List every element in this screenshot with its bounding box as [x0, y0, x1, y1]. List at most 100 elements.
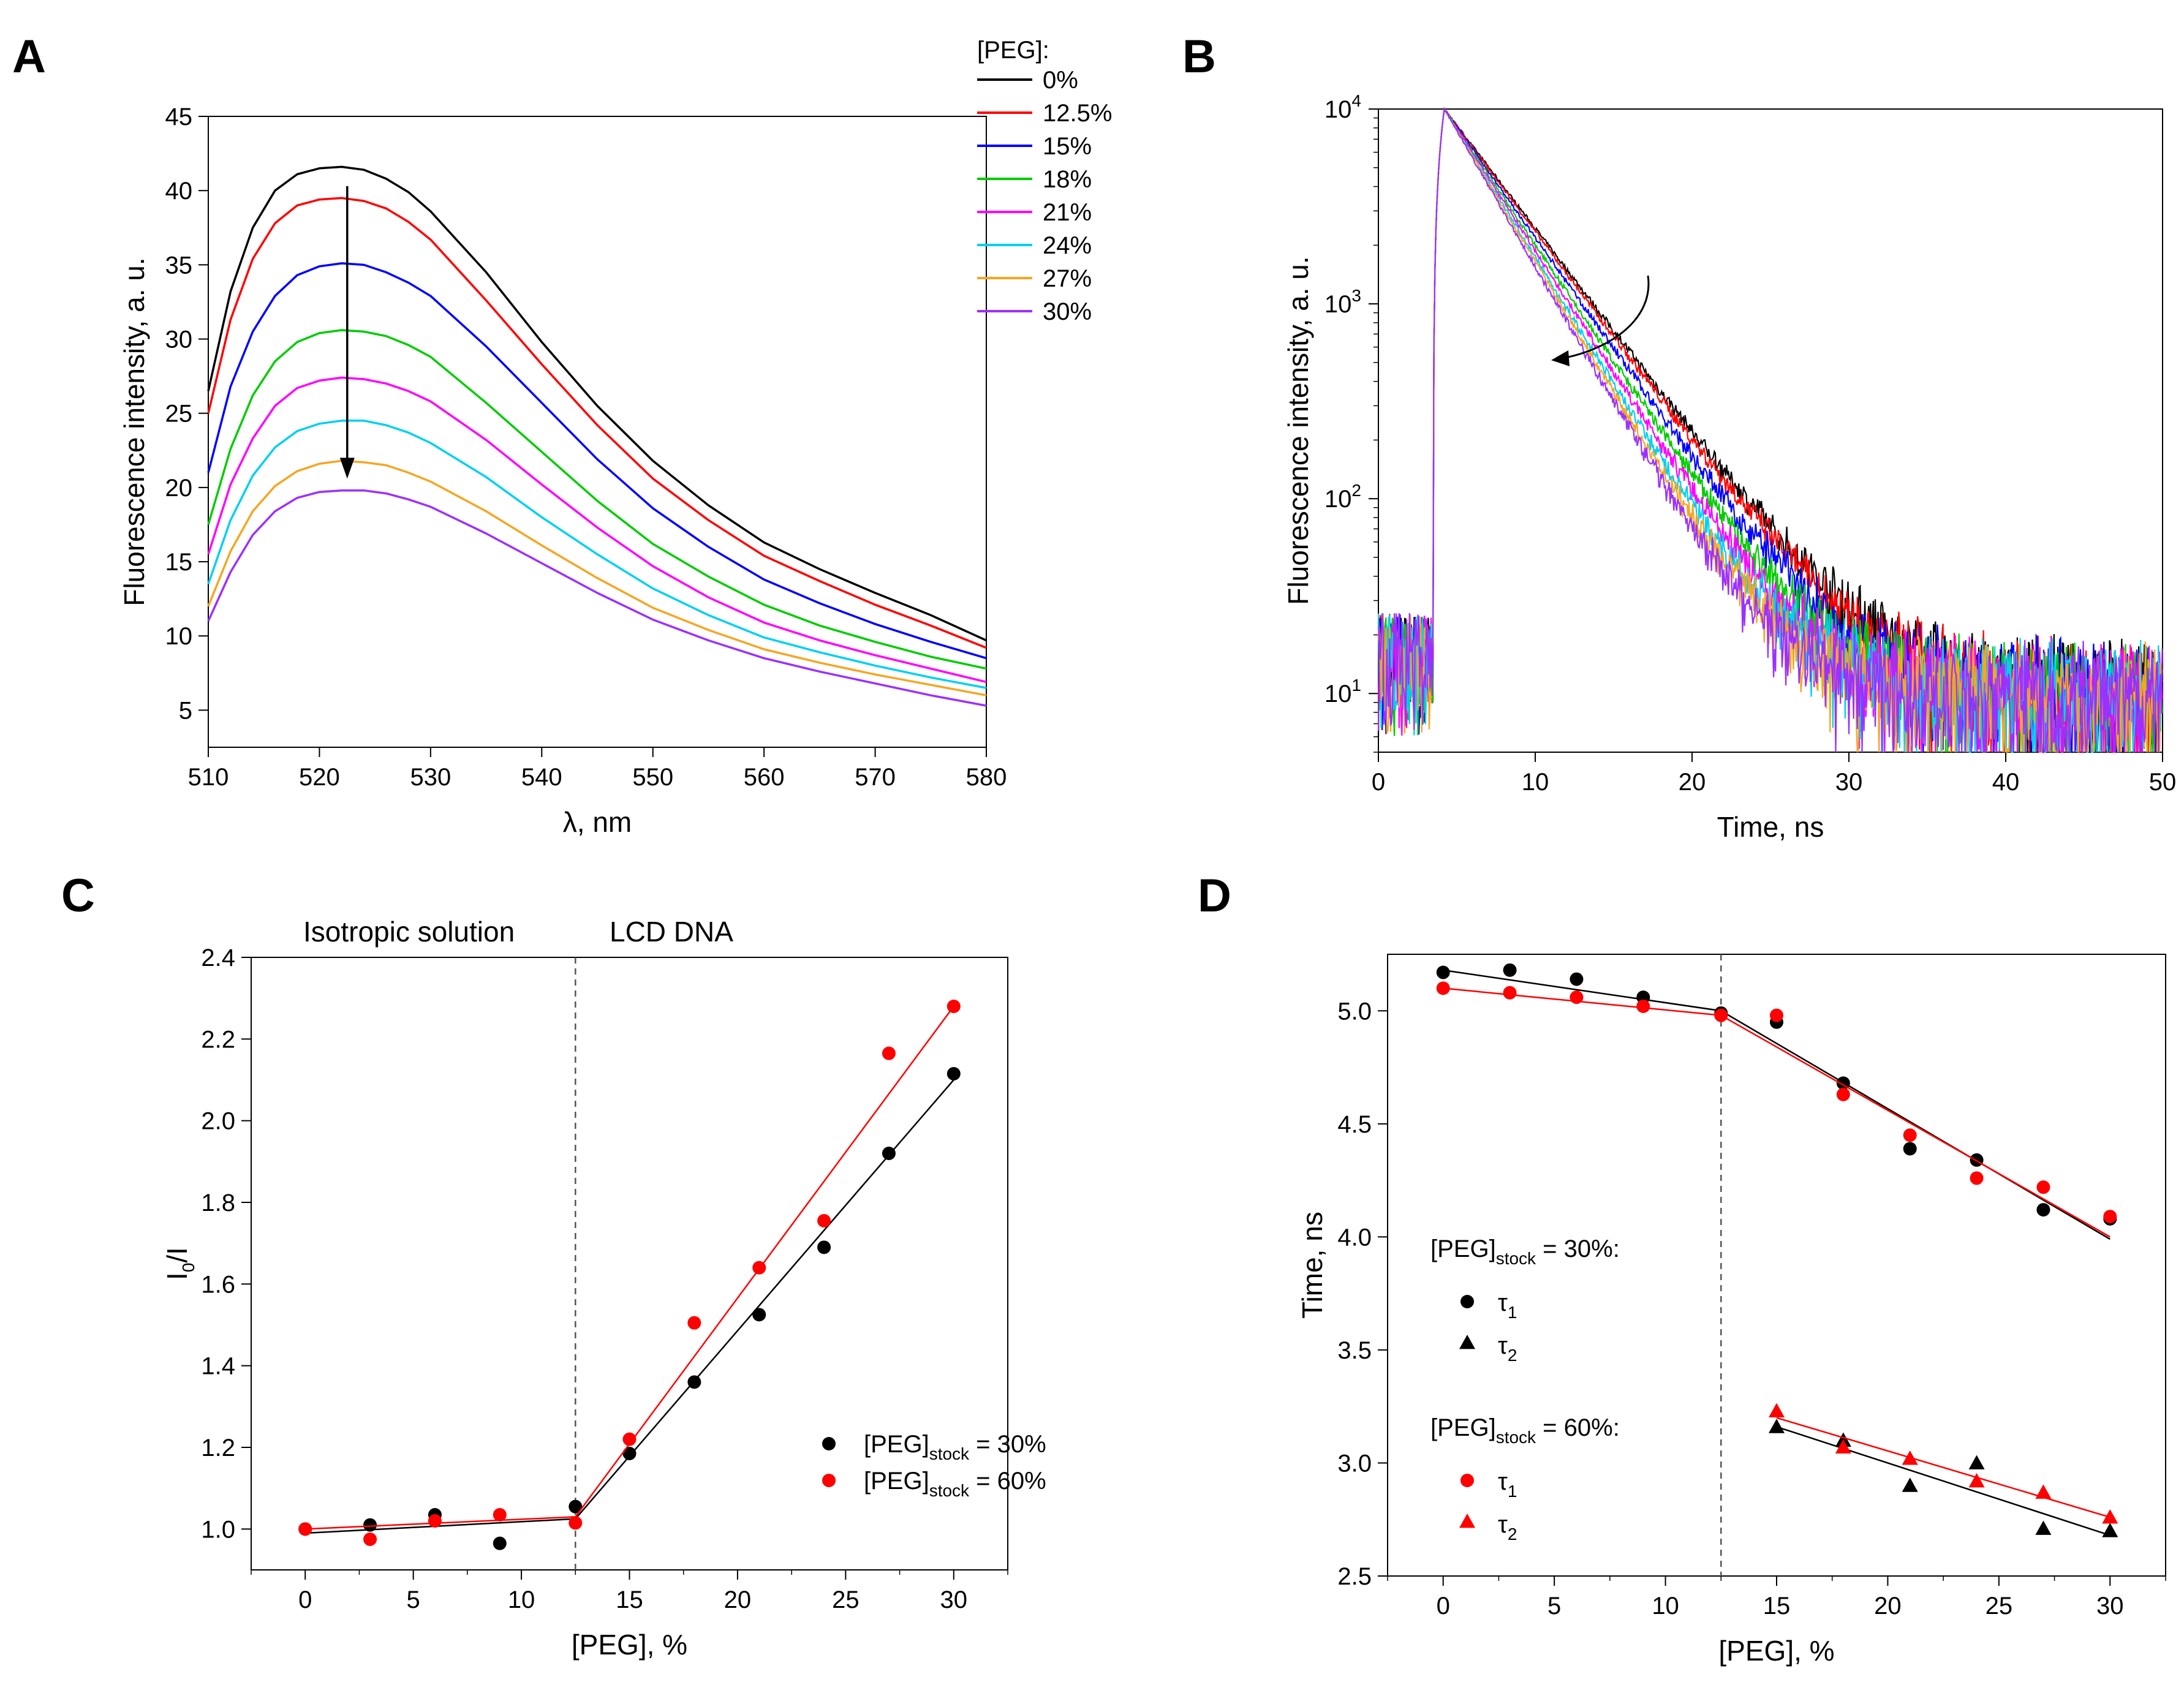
fit-line-1-0 — [1443, 987, 1721, 1016]
data-point-2 — [2035, 1520, 2052, 1535]
x-tick-label: 0 — [1437, 1593, 1450, 1619]
y-tick-label: 3.5 — [1337, 1337, 1372, 1364]
y-tick-label: 1.0 — [201, 1516, 235, 1543]
data-point-0 — [882, 1147, 896, 1160]
data-point-1 — [493, 1508, 507, 1521]
y-axis-title: I0/I — [161, 1247, 198, 1280]
y-tick-label: 15 — [165, 549, 193, 576]
data-point-3 — [2035, 1484, 2052, 1499]
data-point-1 — [1436, 981, 1450, 995]
series-line-3 — [207, 329, 987, 670]
x-tick-label: 540 — [521, 764, 562, 791]
panel-letter-c: C — [61, 870, 95, 922]
data-point-2 — [1769, 1419, 1785, 1433]
x-tick-label: 50 — [2149, 769, 2177, 796]
data-point-0 — [2036, 1203, 2050, 1217]
data-point-0 — [1503, 963, 1517, 977]
data-point-1 — [1836, 1087, 1850, 1101]
series-line-5 — [207, 420, 987, 689]
x-tick-label: 5 — [407, 1586, 420, 1613]
legend-marker-1 — [822, 1474, 836, 1487]
x-tick-label: 5 — [1547, 1593, 1561, 1619]
legend-label-4: 21% — [1043, 199, 1092, 226]
x-tick-label: 10 — [1652, 1593, 1679, 1619]
y-axis-title: Fluorescence intensity, a. u. — [118, 257, 150, 606]
region-label-isotropic: Isotropic solution — [303, 916, 515, 948]
series-line-7 — [207, 489, 987, 707]
x-axis-title: Time, ns — [1717, 811, 1824, 843]
x-tick-label: 15 — [616, 1586, 643, 1613]
data-point-0 — [363, 1518, 377, 1532]
panel-letter-a: A — [12, 31, 46, 83]
y-tick-label: 45 — [165, 104, 193, 130]
y-tick-label: 1.4 — [201, 1353, 235, 1380]
y-tick-label: 40 — [165, 178, 193, 205]
series-line-0 — [207, 165, 987, 642]
data-point-0 — [1903, 1142, 1917, 1156]
legend-label-tau2-0: τ2 — [1498, 1332, 1517, 1365]
data-point-1 — [1503, 986, 1517, 1000]
legend-marker-0 — [822, 1437, 836, 1450]
panel-letter-d: D — [1198, 870, 1231, 922]
data-point-1 — [2036, 1180, 2050, 1194]
y-tick-label: 104 — [1324, 91, 1361, 123]
y-axis-title: Fluorescence intensity, a. u. — [1282, 256, 1314, 605]
fit-line-0-1 — [1720, 1010, 2110, 1240]
data-point-0 — [1970, 1153, 1984, 1167]
legend-label-5: 24% — [1043, 232, 1092, 259]
x-tick-label: 30 — [2096, 1593, 2124, 1619]
x-tick-label: 20 — [724, 1586, 752, 1613]
x-tick-label: 0 — [298, 1586, 312, 1613]
x-tick-label: 580 — [966, 764, 1007, 791]
legend-title: [PEG]: — [977, 37, 1049, 64]
legend-label-2: 15% — [1043, 133, 1092, 160]
fit-line-2-0 — [1776, 1426, 2110, 1536]
data-point-1 — [298, 1522, 312, 1536]
data-point-1 — [1570, 990, 1584, 1005]
data-point-0 — [622, 1447, 637, 1460]
legend-label-7: 30% — [1043, 298, 1092, 325]
panel-a-plot-frame — [208, 116, 987, 748]
y-tick-label: 101 — [1324, 676, 1361, 707]
data-point-0 — [569, 1499, 583, 1514]
panel-letter-b: B — [1182, 31, 1216, 83]
data-point-3 — [1902, 1450, 1918, 1465]
data-point-0 — [752, 1308, 766, 1322]
data-point-1 — [622, 1432, 637, 1446]
fit-line-0-0 — [305, 1518, 576, 1534]
y-tick-label: 102 — [1324, 481, 1361, 513]
panel-b-decay-chart: 0 10 20 30 40 50 101 102 103 104 Time, ns Fluoresce… — [1282, 91, 2176, 843]
x-axis-title: [PEG], % — [572, 1629, 687, 1661]
x-axis-title: λ, nm — [563, 806, 632, 838]
data-point-1 — [569, 1516, 583, 1530]
y-tick-label: 2.5 — [1337, 1563, 1372, 1590]
y-tick-label: 3.0 — [1337, 1450, 1372, 1477]
panel-c-ratio-chart: 0 5 10 15 20 25 30 1.0 1.2 1.4 1.6 1.8 2.0 2.2 2.4 [PEG… — [161, 916, 1046, 1661]
data-point-1 — [428, 1514, 442, 1528]
data-point-2 — [1902, 1477, 1918, 1492]
series-line-1 — [207, 197, 987, 649]
y-tick-label: 5 — [179, 697, 192, 724]
data-point-1 — [817, 1214, 831, 1227]
data-point-3 — [1968, 1472, 1985, 1488]
data-point-1 — [752, 1261, 766, 1275]
legend-label-tau2-1: τ2 — [1498, 1511, 1517, 1544]
data-point-1 — [2103, 1210, 2117, 1224]
x-tick-label: 550 — [632, 764, 673, 791]
x-tick-label: 10 — [508, 1586, 535, 1613]
data-point-1 — [363, 1533, 377, 1546]
y-tick-label: 4.0 — [1337, 1224, 1372, 1251]
legend-label-6: 27% — [1043, 265, 1092, 292]
x-tick-label: 510 — [188, 764, 229, 791]
x-axis-title: [PEG], % — [1718, 1635, 1834, 1667]
data-point-0 — [947, 1067, 961, 1080]
legend-marker-tau2-0 — [1459, 1335, 1475, 1349]
fit-line-1-1 — [1720, 1014, 2110, 1238]
region-label-lcd: LCD DNA — [610, 916, 733, 948]
x-tick-label: 520 — [299, 764, 340, 791]
legend-label-tau1-0: τ1 — [1498, 1289, 1517, 1322]
data-point-2 — [2102, 1523, 2118, 1537]
arrow-head — [339, 458, 355, 479]
panel-a-spectra-chart: 510 520 530 540 550 560 570 5805101520253035404… — [118, 37, 1112, 838]
data-point-1 — [1770, 1008, 1783, 1022]
